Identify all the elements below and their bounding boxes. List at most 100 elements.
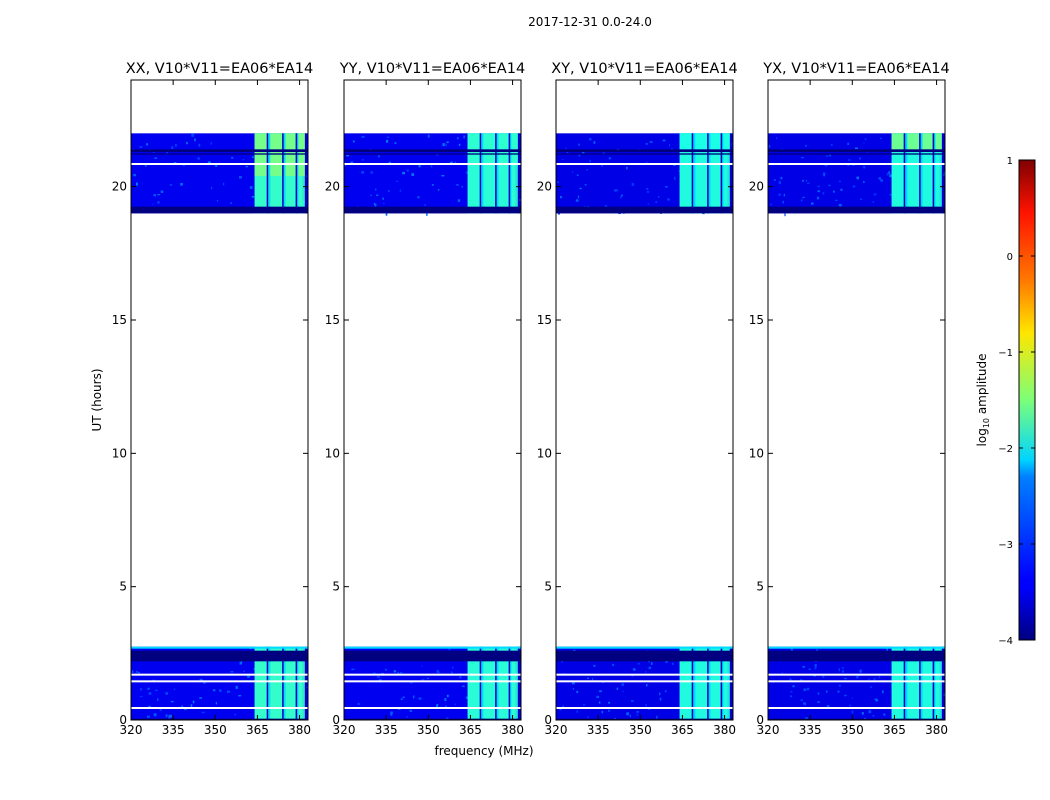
noise-pixel <box>859 669 862 673</box>
noise-pixel <box>586 169 589 171</box>
x-axis-label: frequency (MHz) <box>434 744 533 758</box>
noise-pixel <box>730 142 733 146</box>
rfi-channel-early-3 <box>298 646 305 720</box>
noise-pixel <box>780 176 783 180</box>
noise-pixel <box>889 194 892 196</box>
noise-pixel <box>582 704 586 706</box>
noise-pixel <box>636 713 639 717</box>
flagged-row <box>131 163 308 165</box>
noise-pixel <box>394 142 397 145</box>
noise-pixel <box>861 711 864 715</box>
low-edge-early <box>344 650 521 662</box>
noise-pixel <box>370 171 373 174</box>
noise-pixel <box>872 201 874 203</box>
noise-pixel <box>133 173 137 177</box>
noise-pixel <box>199 697 203 699</box>
rfi-channel-early-3 <box>723 646 730 720</box>
rfi-bright-0 <box>679 133 692 152</box>
noise-pixel <box>249 186 253 189</box>
noise-pixel <box>377 155 381 158</box>
noise-pixel <box>880 137 882 140</box>
x-tick-label: 350 <box>417 723 440 737</box>
channel-gap-early-2 <box>932 646 935 720</box>
noise-pixel <box>199 678 203 682</box>
noise-pixel <box>859 157 861 160</box>
noise-pixel <box>146 715 150 718</box>
noise-pixel <box>386 136 390 138</box>
noise-pixel <box>576 690 579 694</box>
noise-pixel <box>361 159 364 161</box>
noise-pixel <box>153 151 155 153</box>
noise-pixel <box>802 665 806 668</box>
noise-pixel <box>396 180 398 183</box>
noise-pixel <box>445 705 447 708</box>
rfi-channel-late-1 <box>483 133 496 214</box>
noise-pixel <box>406 169 409 172</box>
noise-pixel <box>816 649 818 651</box>
noise-pixel <box>874 698 878 700</box>
y-tick-label: 5 <box>756 580 764 594</box>
noise-pixel <box>207 161 211 165</box>
x-tick-label: 320 <box>757 723 780 737</box>
noise-pixel <box>136 182 138 186</box>
x-tick-label: 320 <box>333 723 356 737</box>
dark-row-early <box>344 718 521 720</box>
noise-pixel <box>943 693 945 696</box>
channel-gap-late-0 <box>903 133 906 214</box>
noise-pixel <box>402 696 405 699</box>
panel-frame <box>767 79 946 721</box>
figure-suptitle: 2017-12-31 0.0-24.0 <box>528 15 652 29</box>
noise-pixel <box>852 697 854 699</box>
noise-pixel <box>421 678 425 682</box>
noise-pixel <box>243 670 245 672</box>
rfi-channel-late-2 <box>710 133 721 214</box>
noise-pixel <box>436 703 439 706</box>
noise-pixel <box>385 213 388 216</box>
noise-pixel <box>390 711 393 715</box>
noise-pixel <box>842 670 844 673</box>
noise-pixel <box>790 648 793 652</box>
noise-pixel <box>649 141 653 143</box>
noise-pixel <box>180 182 183 186</box>
rfi-channel-early-3 <box>511 646 518 720</box>
noise-pixel <box>647 203 650 205</box>
noise-pixel <box>808 668 811 670</box>
noise-pixel <box>385 668 387 671</box>
noise-pixel <box>576 174 579 176</box>
noise-pixel <box>238 695 242 697</box>
channel-gap-early-1 <box>707 646 709 720</box>
noise-pixel <box>817 692 820 695</box>
x-tick-label: 365 <box>459 723 482 737</box>
rfi-bright-2 <box>710 133 721 152</box>
noise-pixel <box>370 194 372 196</box>
noise-pixel <box>376 194 379 196</box>
noise-pixel <box>352 140 355 143</box>
dark-row-late <box>344 149 521 152</box>
noise-pixel <box>844 678 847 680</box>
x-tick-label: 350 <box>629 723 652 737</box>
noise-pixel <box>626 712 629 716</box>
noise-pixel <box>191 133 195 137</box>
channel-gap-late-2 <box>295 133 298 214</box>
noise-pixel <box>805 717 808 720</box>
y-tick-label: 0 <box>332 713 340 727</box>
y-tick-label: 15 <box>749 313 764 327</box>
noise-pixel <box>578 143 580 146</box>
noise-pixel <box>593 140 596 144</box>
rfi-channel-early-0 <box>254 646 267 720</box>
noise-pixel <box>817 190 820 193</box>
noise-pixel <box>868 710 872 714</box>
x-tick-label: 320 <box>545 723 568 737</box>
noise-pixel <box>872 715 875 717</box>
noise-pixel <box>222 182 225 186</box>
noise-pixel <box>658 195 660 198</box>
noise-pixel <box>837 690 840 693</box>
noise-pixel <box>446 694 449 698</box>
noise-pixel <box>646 684 648 687</box>
flagged-row <box>131 673 308 676</box>
noise-pixel <box>659 692 661 696</box>
channel-gap-early-2 <box>295 646 298 720</box>
noise-pixel <box>410 681 413 684</box>
noise-pixel <box>844 694 847 697</box>
noise-pixel <box>835 199 838 201</box>
